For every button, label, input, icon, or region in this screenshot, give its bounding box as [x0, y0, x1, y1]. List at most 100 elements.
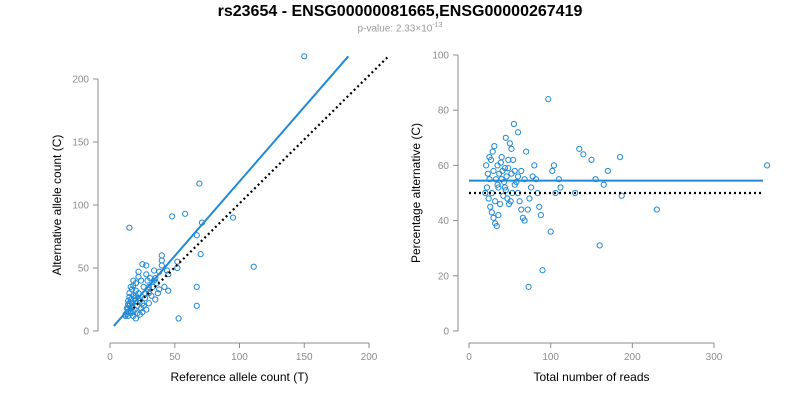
y-tick-label: 80: [438, 106, 450, 117]
data-point: [143, 262, 150, 269]
data-point: [483, 184, 491, 191]
data-point: [588, 156, 595, 163]
data-point: [156, 286, 163, 293]
data-point: [555, 176, 562, 183]
data-point: [600, 181, 607, 188]
data-point: [495, 211, 502, 219]
data-point: [126, 300, 133, 307]
data-point: [498, 176, 505, 183]
data-point: [498, 154, 505, 161]
data-point: [549, 167, 556, 175]
data-point: [576, 145, 583, 152]
data-point: [521, 176, 528, 183]
data-point: [552, 189, 559, 197]
data-point: [514, 173, 522, 180]
y-tick-label: 20: [438, 271, 450, 282]
data-point: [531, 162, 538, 169]
data-point: [483, 162, 490, 169]
x-axis-title: Reference allele count (T): [170, 370, 308, 384]
x-tick-label: 200: [624, 352, 641, 363]
data-point: [557, 184, 564, 191]
data-point: [488, 209, 495, 216]
x-tick-label: 0: [466, 352, 472, 363]
data-point: [511, 167, 518, 175]
data-point: [250, 263, 257, 270]
data-point: [539, 267, 546, 274]
x-tick-label: 100: [542, 352, 559, 363]
y-tick-label: 40: [438, 216, 450, 227]
y-tick-label: 100: [72, 201, 89, 212]
data-point: [132, 292, 139, 299]
data-point: [510, 120, 518, 128]
data-point: [197, 251, 204, 258]
data-point: [596, 242, 603, 249]
data-point: [486, 176, 493, 183]
p-value-subtitle: p-value: 2.33×10-13: [0, 22, 800, 34]
data-point: [506, 140, 513, 147]
data-point: [495, 184, 502, 191]
x-tick-label: 150: [296, 352, 313, 363]
data-point: [485, 195, 492, 202]
data-point: [618, 192, 625, 199]
data-point: [301, 53, 308, 60]
data-point: [580, 151, 587, 158]
data-point: [653, 206, 660, 213]
data-point: [537, 211, 544, 219]
data-point: [175, 315, 182, 322]
y-axis-title: Alternative allele count (C): [50, 135, 64, 276]
data-point: [503, 173, 510, 180]
data-point: [482, 189, 489, 197]
data-point: [127, 283, 134, 290]
x-axis-title: Total number of reads: [533, 370, 649, 384]
data-point: [193, 283, 200, 290]
data-point: [507, 198, 514, 205]
data-point: [130, 277, 137, 284]
data-point: [136, 311, 143, 318]
data-point: [514, 129, 522, 136]
data-point: [486, 154, 493, 161]
y-tick-label: 200: [72, 75, 89, 86]
y-tick-label: 0: [443, 327, 449, 338]
data-point: [550, 162, 558, 169]
y-tick-label: 0: [83, 327, 89, 338]
data-point: [497, 159, 504, 166]
data-point: [516, 198, 523, 205]
data-point: [523, 148, 530, 155]
data-point: [502, 134, 509, 141]
data-point: [489, 148, 496, 155]
data-point: [148, 292, 155, 299]
data-point: [487, 203, 494, 210]
data-point: [496, 200, 504, 208]
data-point: [182, 210, 189, 217]
data-point: [616, 154, 624, 161]
data-point: [501, 165, 509, 172]
data-point: [193, 232, 200, 239]
data-point: [163, 267, 171, 274]
data-point: [169, 213, 176, 220]
x-tick-label: 300: [706, 352, 723, 363]
data-point: [492, 176, 500, 183]
p-value-exponent: -13: [432, 22, 443, 29]
data-point: [490, 214, 497, 221]
data-point: [529, 173, 536, 180]
data-point: [505, 156, 512, 163]
x-tick-label: 100: [231, 352, 248, 363]
data-point: [161, 283, 168, 290]
data-point: [193, 302, 200, 309]
y-axis-title: Percentage alternative (C): [409, 123, 423, 263]
data-point: [547, 228, 554, 235]
data-point: [527, 184, 535, 191]
data-point: [158, 262, 165, 269]
data-point: [152, 296, 159, 303]
x-tick-label: 200: [361, 352, 378, 363]
data-point: [508, 170, 515, 177]
p-value-text: p-value: 2.33×10: [357, 23, 433, 35]
data-point: [137, 277, 145, 284]
data-point: [504, 195, 511, 202]
data-point: [521, 217, 528, 224]
data-point: [165, 271, 172, 278]
data-point: [536, 203, 543, 210]
data-point: [492, 198, 499, 205]
y-tick-label: 60: [438, 161, 450, 172]
